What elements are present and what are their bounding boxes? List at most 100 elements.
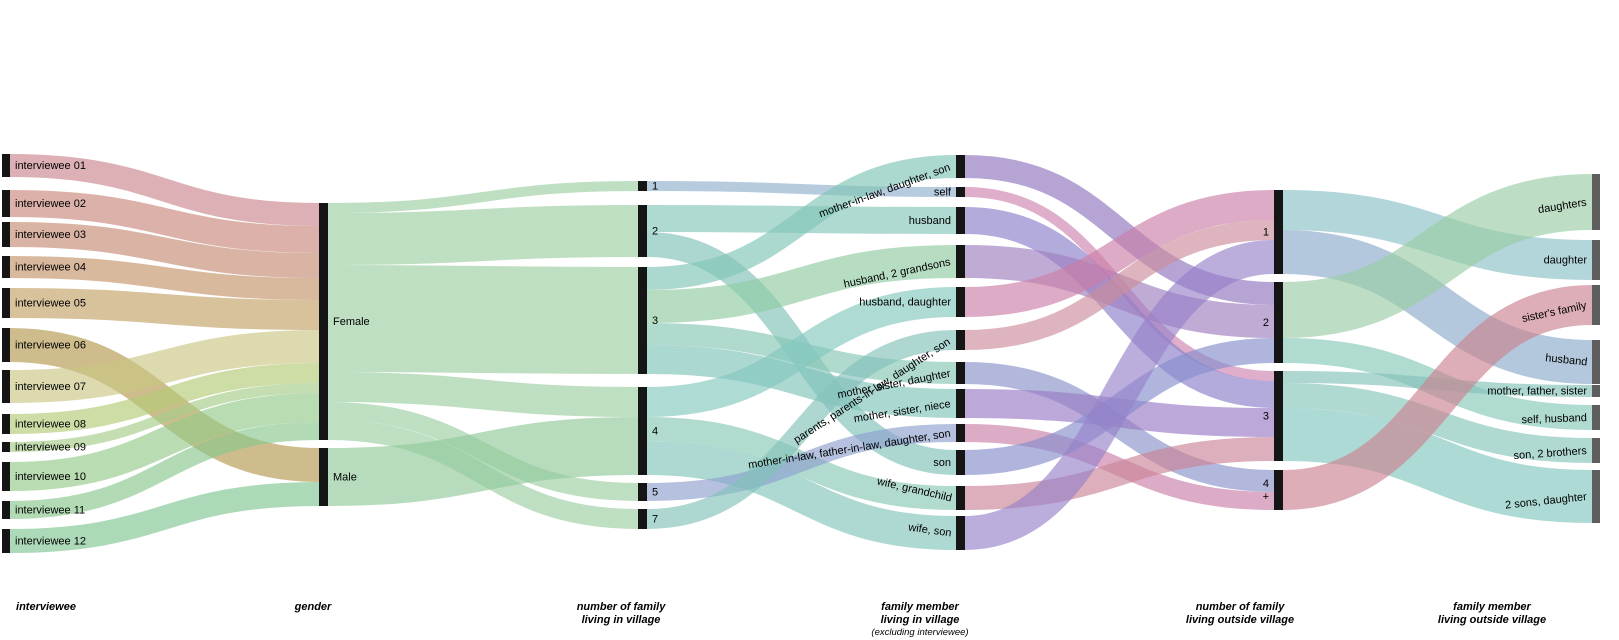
label-daughter: daughter xyxy=(1544,255,1588,267)
label-self: self xyxy=(934,187,952,199)
label-i06: interviewee 06 xyxy=(15,340,86,352)
node-son[interactable] xyxy=(956,450,965,475)
label-i02: interviewee 02 xyxy=(15,198,86,210)
column-title-member-in-village: living in village xyxy=(881,614,960,626)
label-hd: husband, daughter xyxy=(859,297,951,309)
column-title-gender: gender xyxy=(294,601,332,613)
node-msn[interactable] xyxy=(956,389,965,418)
node-mil[interactable] xyxy=(956,155,965,178)
node-n5v3[interactable] xyxy=(1274,371,1283,461)
node-son2b[interactable] xyxy=(1592,438,1600,463)
link-i08-female xyxy=(9,363,320,434)
sankey-links xyxy=(9,154,1593,553)
node-male[interactable] xyxy=(319,448,328,506)
link-n5v4-sisters xyxy=(1282,285,1593,510)
label-i08: interviewee 08 xyxy=(15,419,86,431)
node-i01[interactable] xyxy=(2,154,10,177)
node-husband6[interactable] xyxy=(1592,340,1600,384)
node-sisters[interactable] xyxy=(1592,285,1600,325)
column-title-num-outside: living outside village xyxy=(1186,614,1294,626)
node-i09[interactable] xyxy=(2,442,10,452)
node-daughters[interactable] xyxy=(1592,174,1600,230)
label-n3v3: 3 xyxy=(652,315,658,327)
node-i10[interactable] xyxy=(2,462,10,491)
node-self[interactable] xyxy=(956,187,965,197)
node-n5v4[interactable] xyxy=(1274,470,1283,510)
node-n3v4[interactable] xyxy=(638,387,647,475)
label-i11: interviewee 11 xyxy=(15,505,85,517)
sankey-nodes xyxy=(2,154,1600,553)
label-n5v2: 2 xyxy=(1263,317,1269,329)
label-mfs: mother, father, sister xyxy=(1487,386,1587,398)
node-i04[interactable] xyxy=(2,256,10,278)
node-sons2d[interactable] xyxy=(1592,470,1600,523)
node-h2g[interactable] xyxy=(956,245,965,278)
node-selfhusband[interactable] xyxy=(1592,405,1600,430)
node-i05[interactable] xyxy=(2,288,10,318)
sankey-column-titles: interviewee gender number of familyliving … xyxy=(16,601,1546,638)
label-n3v1: 1 xyxy=(652,181,658,193)
node-mfs[interactable] xyxy=(1592,385,1600,397)
column-title-member-outside: living outside village xyxy=(1438,614,1546,626)
node-n3v1[interactable] xyxy=(638,181,647,191)
link-female-n3v1 xyxy=(327,181,639,213)
label-son2b: son, 2 brothers xyxy=(1513,445,1588,462)
column-note-member-in-village: (excluding interviewee) xyxy=(871,627,968,638)
label-husband: husband xyxy=(909,215,951,227)
label-male: Male xyxy=(333,472,357,484)
label-husband6: husband xyxy=(1545,352,1588,368)
node-n5v2[interactable] xyxy=(1274,282,1283,363)
node-daughter[interactable] xyxy=(1592,240,1600,280)
node-i06[interactable] xyxy=(2,328,10,362)
link-i10-female xyxy=(9,393,320,491)
link-n3v3-mil xyxy=(646,155,957,290)
node-i12[interactable] xyxy=(2,529,10,553)
node-husband[interactable] xyxy=(956,207,965,234)
label-i01: interviewee 01 xyxy=(15,160,86,172)
link-n3v5-milfil xyxy=(646,424,957,501)
label-n5v1: 1 xyxy=(1263,227,1269,239)
label-n5v3: 3 xyxy=(1263,411,1269,423)
node-i11[interactable] xyxy=(2,501,10,519)
link-n3v1-self xyxy=(646,181,957,197)
link-male-n3v4 xyxy=(327,417,639,506)
label-i03: interviewee 03 xyxy=(15,229,86,241)
link-n3v7-ppil xyxy=(646,330,957,529)
node-female[interactable] xyxy=(319,203,328,440)
node-i07[interactable] xyxy=(2,370,10,403)
label-son: son xyxy=(933,457,951,469)
link-n5v2-daughters xyxy=(1282,174,1593,338)
label-n3v7: 7 xyxy=(652,514,658,526)
link-i02-female xyxy=(9,190,320,253)
node-i02[interactable] xyxy=(2,190,10,217)
label-n3v5: 5 xyxy=(652,487,658,499)
link-female-n3v4 xyxy=(327,372,639,417)
node-msd[interactable] xyxy=(956,362,965,384)
label-i09: interviewee 09 xyxy=(15,442,86,454)
node-n3v5[interactable] xyxy=(638,483,647,501)
node-n3v7[interactable] xyxy=(638,509,647,529)
node-wg[interactable] xyxy=(956,486,965,510)
node-n3v3[interactable] xyxy=(638,267,647,374)
link-n3v3-msn xyxy=(646,345,957,418)
link-i04-female xyxy=(9,256,320,300)
label-i10: interviewee 10 xyxy=(15,471,86,483)
node-hd[interactable] xyxy=(956,287,965,317)
column-title-num-in-village: living in village xyxy=(582,614,661,626)
column-title-member-in-village: family member xyxy=(881,601,959,613)
node-i08[interactable] xyxy=(2,414,10,434)
label-i05: interviewee 05 xyxy=(15,298,86,310)
node-n5v1[interactable] xyxy=(1274,190,1283,274)
link-ws-n5v1 xyxy=(964,240,1275,550)
node-ppil[interactable] xyxy=(956,330,965,350)
node-n3v2[interactable] xyxy=(638,205,647,257)
node-i03[interactable] xyxy=(2,222,10,247)
node-milfil[interactable] xyxy=(956,424,965,442)
node-ws[interactable] xyxy=(956,516,965,550)
link-n3v3-h2g xyxy=(646,245,957,323)
label-female: Female xyxy=(333,316,370,328)
link-n5v1-husband6 xyxy=(1282,230,1593,384)
label-i04: interviewee 04 xyxy=(15,262,86,274)
